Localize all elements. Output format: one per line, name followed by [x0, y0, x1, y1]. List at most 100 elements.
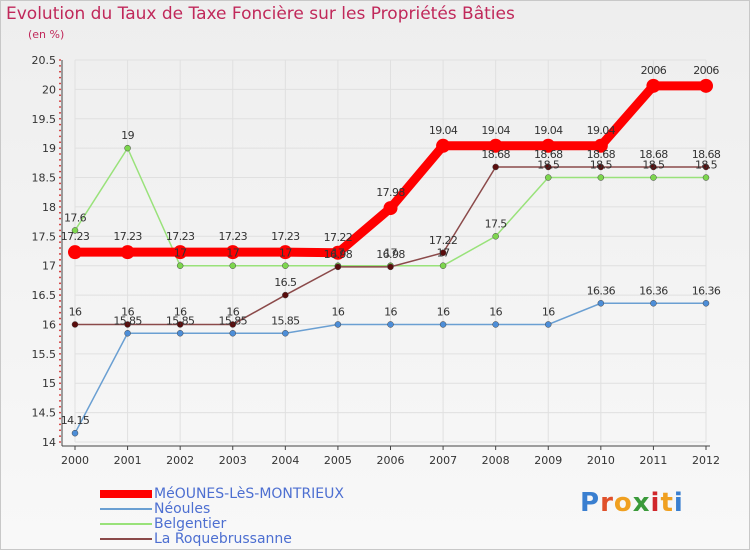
data-label-0: 17.23: [219, 230, 248, 243]
y-axis-minor-tick: [59, 94, 61, 97]
series-point-2: [176, 262, 184, 269]
y-axis-minor-tick: [59, 411, 61, 414]
y-axis-minor-tick: [59, 229, 61, 232]
data-label-3: 16: [69, 305, 82, 318]
y-axis-minor-tick: [59, 64, 61, 67]
y-axis-minor-tick: [59, 423, 61, 426]
data-label-3: 18.68: [481, 148, 510, 161]
series-point-1: [334, 321, 342, 328]
series-point-0: [225, 245, 240, 260]
series-point-1: [387, 321, 394, 328]
y-tick-label: 20.5: [32, 54, 57, 67]
data-label-1: 15.85: [113, 314, 142, 327]
data-label-2: 17.6: [64, 211, 87, 224]
series-point-3: [71, 321, 79, 328]
series-point-3: [597, 163, 605, 171]
y-tick-label: 15: [42, 377, 56, 390]
series-point-3: [334, 263, 342, 271]
y-tick-label: 18: [42, 201, 56, 214]
data-label-2: 18.5: [590, 159, 613, 172]
y-axis-minor-tick: [59, 317, 61, 320]
series-point-0: [436, 138, 451, 153]
y-axis-minor-tick: [59, 405, 61, 408]
data-label-0: 2006: [641, 64, 667, 77]
data-label-3: 18.68: [534, 148, 563, 161]
y-axis-minor-tick: [59, 347, 61, 349]
proxiti-logo: Proxiti: [580, 488, 684, 518]
logo-letter: o: [613, 488, 633, 518]
data-label-0: 17.23: [166, 230, 195, 243]
x-tick-label: 2002: [166, 454, 194, 467]
series-point-1: [597, 300, 605, 307]
series-point-2: [282, 262, 289, 269]
y-axis-minor-tick: [59, 294, 61, 296]
series-point-2: [124, 144, 131, 152]
data-label-2: 17: [226, 247, 239, 260]
data-label-1: 16: [332, 305, 345, 318]
y-axis-minor-tick: [59, 76, 61, 79]
chart-title: Evolution du Taux de Taxe Foncière sur l…: [6, 4, 515, 24]
legend-swatch-meounes: [100, 489, 152, 498]
data-label-0: 17.23: [113, 230, 142, 243]
y-axis-minor-tick: [59, 323, 61, 326]
data-label-1: 15.85: [219, 314, 248, 327]
data-label-1: 16.36: [692, 284, 721, 297]
data-label-1: 16: [489, 305, 502, 318]
data-label-2: 17: [437, 247, 450, 260]
legend-swatch-belgentier: [100, 522, 152, 525]
data-label-1: 15.85: [166, 314, 195, 327]
x-tick-label: 2012: [692, 454, 720, 467]
y-axis-minor-tick: [59, 106, 61, 108]
y-tick-label: 19: [42, 142, 56, 155]
series-point-1: [650, 300, 657, 307]
data-label-2: 17: [384, 247, 397, 260]
y-axis-minor-tick: [59, 117, 61, 120]
legend-swatch-roquebrussanne: [100, 537, 152, 540]
logo-letter: t: [660, 488, 674, 518]
y-axis-minor-tick: [59, 329, 61, 332]
y-tick-label: 14.5: [32, 407, 57, 420]
data-label-0: 17.23: [271, 230, 300, 243]
series-point-3: [702, 163, 710, 171]
y-axis-minor-tick: [59, 264, 61, 267]
y-axis-minor-tick: [59, 364, 61, 367]
data-label-2: 17.5: [485, 217, 508, 230]
y-axis-minor-tick: [59, 135, 61, 138]
logo-letter: r: [600, 488, 614, 518]
series-point-1: [702, 300, 710, 307]
series-point-3: [229, 321, 236, 328]
series-point-1: [229, 330, 236, 337]
series-point-0: [541, 138, 556, 153]
y-axis-minor-tick: [59, 311, 61, 314]
y-tick-label: 16.5: [32, 289, 57, 302]
y-axis-minor-tick: [59, 211, 61, 214]
data-label-3: 16: [226, 305, 239, 318]
data-label-2: 17: [332, 247, 345, 260]
y-axis-minor-tick: [59, 111, 61, 114]
data-label-0: 19.04: [481, 124, 510, 137]
y-axis-minor-tick: [59, 429, 61, 432]
logo-letter: i: [673, 488, 684, 518]
series-point-2: [650, 174, 657, 181]
series-point-1: [124, 330, 131, 337]
series-point-3: [545, 163, 552, 171]
y-axis-minor-tick: [59, 70, 61, 73]
data-label-2: 17: [174, 247, 187, 260]
y-tick-label: 17: [42, 260, 56, 273]
data-label-1: 16.36: [639, 284, 668, 297]
series-point-1: [545, 321, 552, 328]
series-point-0: [646, 78, 661, 93]
series-point-1: [282, 330, 289, 337]
x-tick-label: 2003: [219, 454, 247, 467]
logo-letter: P: [580, 488, 601, 518]
series-point-0: [383, 201, 398, 216]
series-point-0: [699, 78, 713, 93]
legend-label-roquebrussanne: La Roquebrussanne: [154, 530, 292, 547]
y-axis-minor-tick: [59, 235, 61, 238]
y-axis-minor-tick: [59, 399, 61, 402]
y-axis-minor-tick: [59, 276, 61, 279]
y-axis-minor-tick: [59, 223, 61, 226]
legend-swatch-neoules: [100, 507, 152, 510]
series-point-0: [593, 138, 608, 153]
